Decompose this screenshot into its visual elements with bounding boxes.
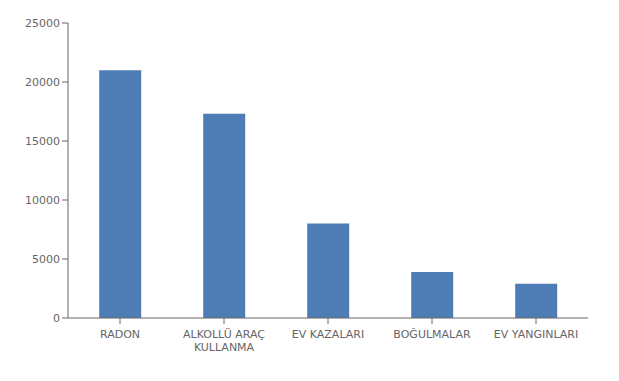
svg-text:EV KAZALARI: EV KAZALARI <box>292 328 364 341</box>
svg-text:20000: 20000 <box>25 76 60 89</box>
svg-text:RADON: RADON <box>100 328 140 341</box>
svg-text:5000: 5000 <box>32 253 60 266</box>
svg-text:EV YANGINLARI: EV YANGINLARI <box>494 328 578 341</box>
svg-text:25000: 25000 <box>25 17 60 30</box>
svg-text:10000: 10000 <box>25 194 60 207</box>
svg-text:15000: 15000 <box>25 135 60 148</box>
svg-text:BOĞULMALAR: BOĞULMALAR <box>393 328 471 341</box>
svg-text:ALKOLLÜ ARAÇKULLANMA: ALKOLLÜ ARAÇKULLANMA <box>183 328 265 354</box>
svg-text:0: 0 <box>53 312 60 325</box>
